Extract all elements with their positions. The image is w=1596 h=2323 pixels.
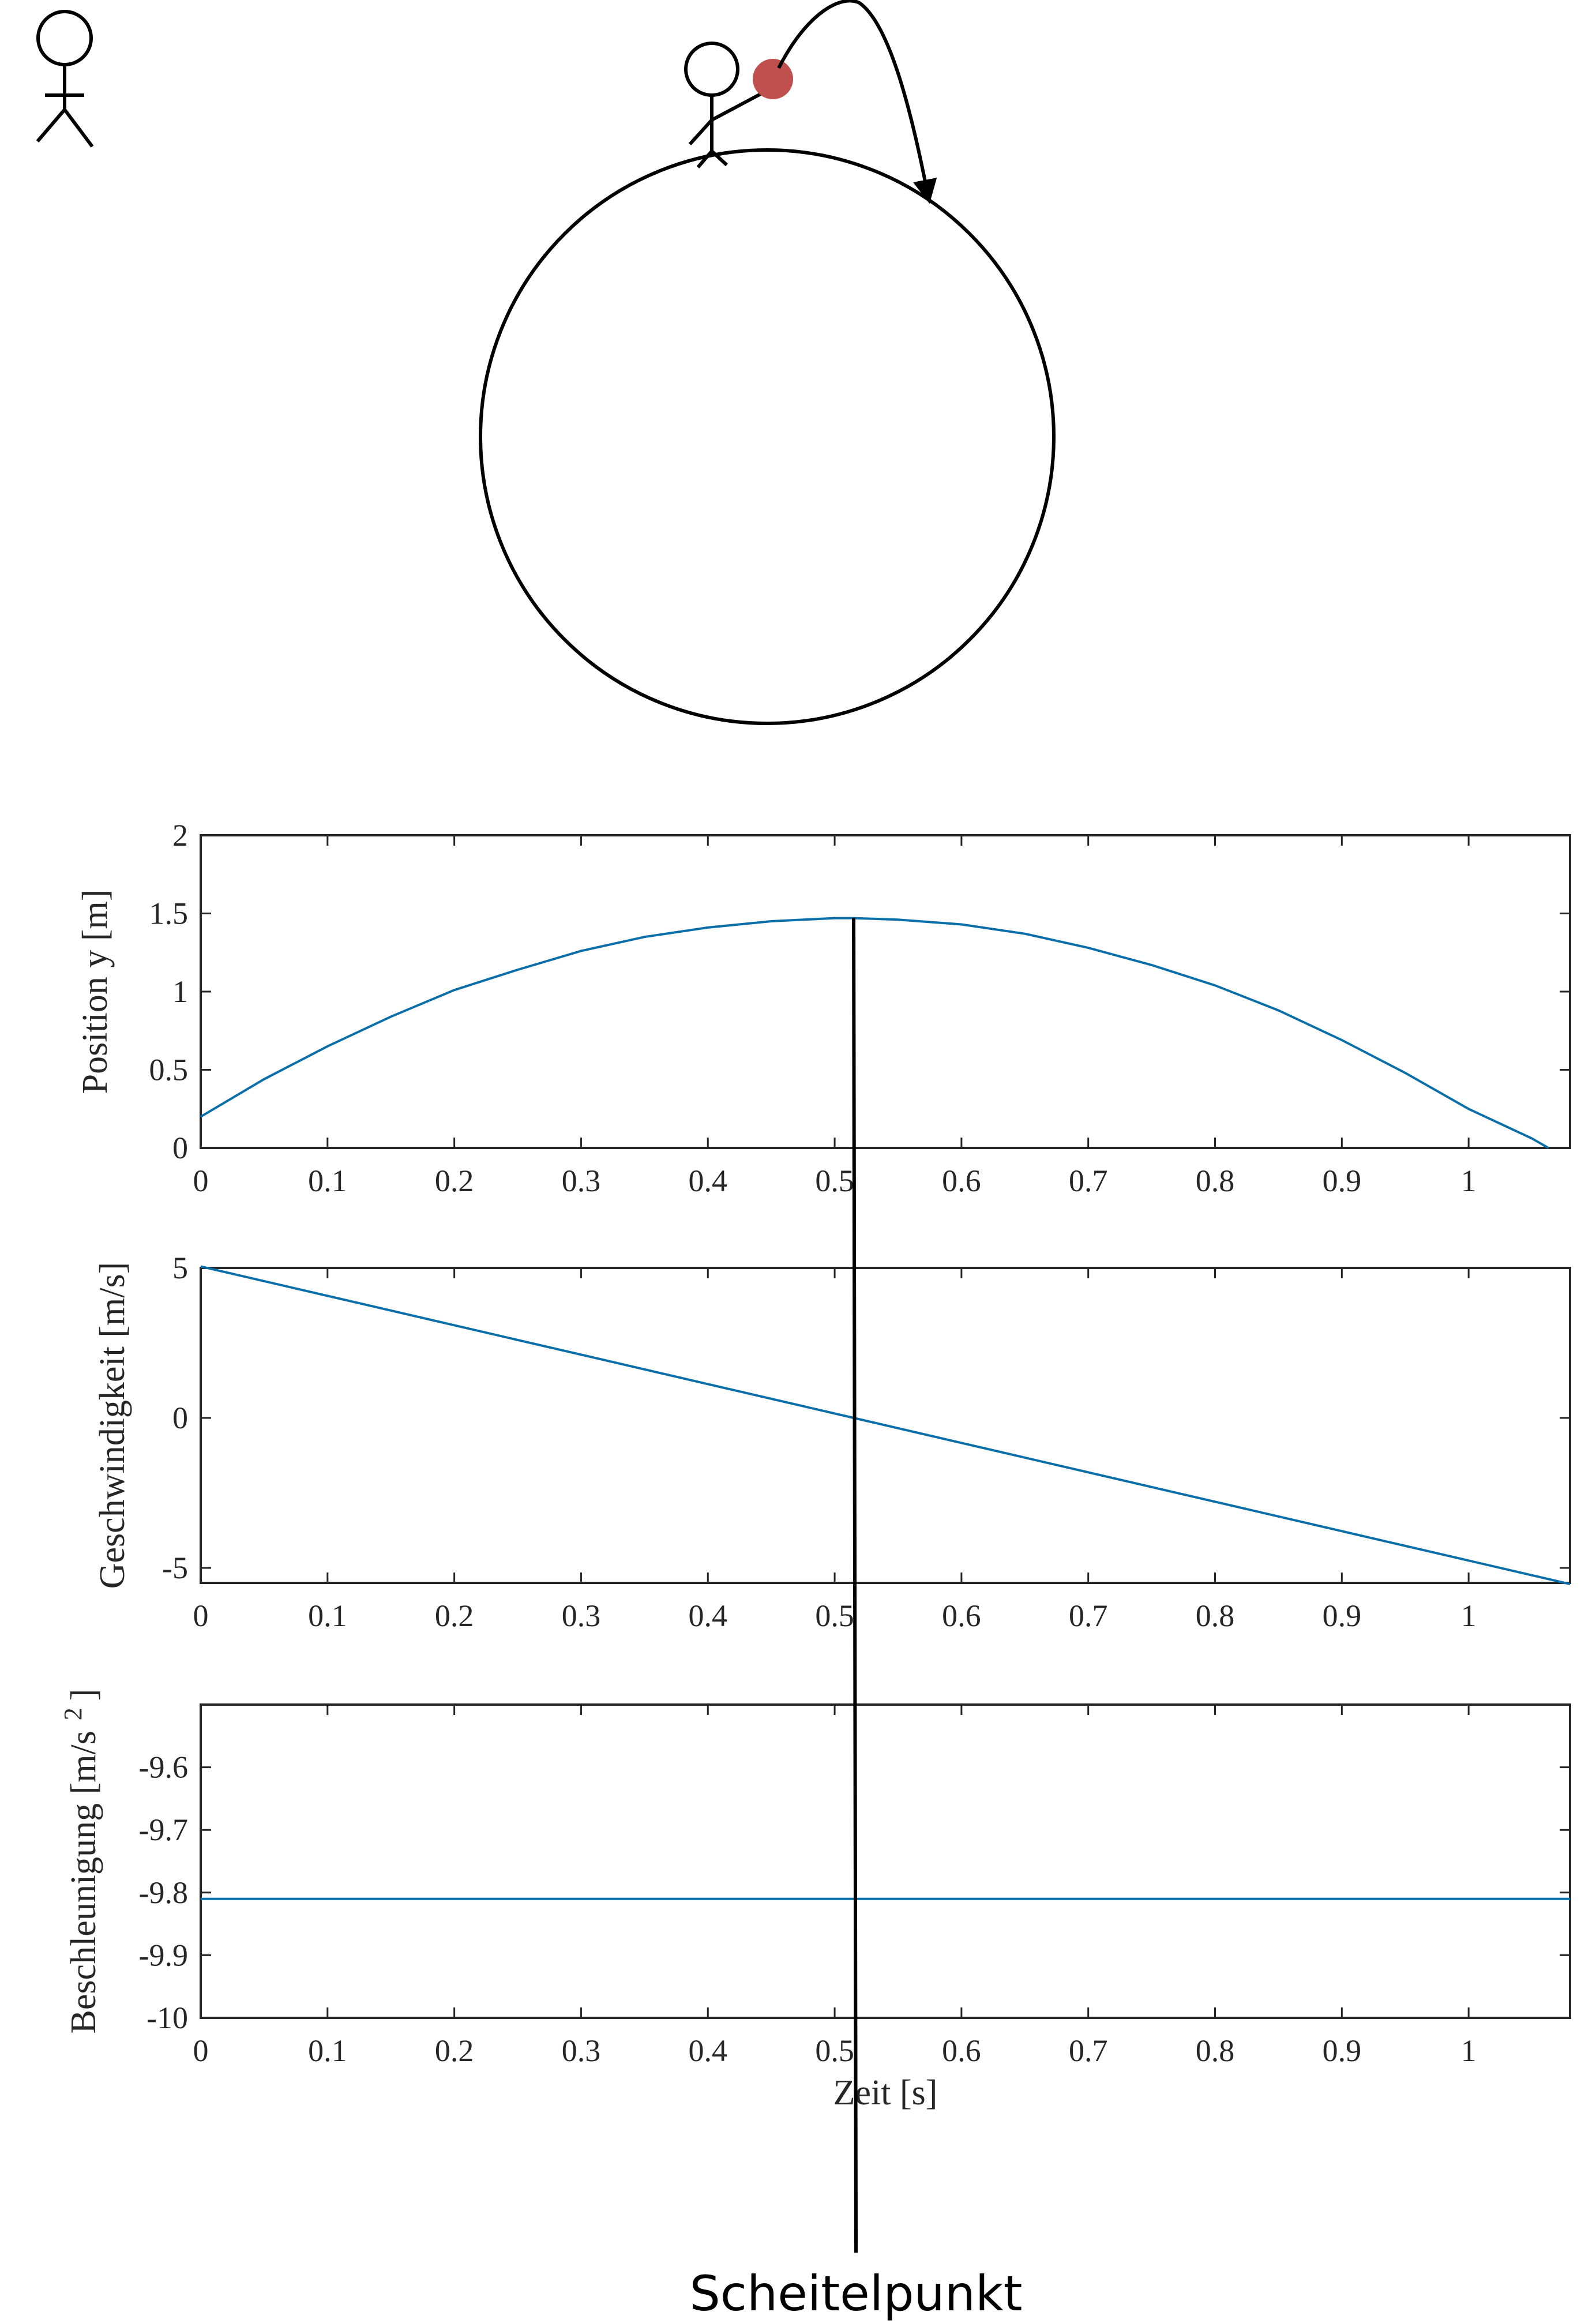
x-tick-label: 0 xyxy=(193,1598,209,1633)
plot-frame xyxy=(200,834,1571,1149)
x-tick-label: 0.9 xyxy=(1323,1164,1362,1198)
x-tick-label: 0.7 xyxy=(1069,2033,1108,2068)
y-tick-label: -9.9 xyxy=(139,1938,188,1972)
illustration xyxy=(36,0,1056,725)
subplot-3: 0 0.1 0.2 0.3 0.4 0.5 0.6 0.7 0.8 0.9 1 -10 -9.9 -9.8… xyxy=(59,1689,1571,2112)
y-tick-label: -9.8 xyxy=(139,1875,188,1910)
x-tick-label: 0.5 xyxy=(815,1598,854,1633)
y-tick-label: 1.5 xyxy=(149,896,189,931)
y-tick-label: 5 xyxy=(172,1251,188,1285)
x-tick-label: 0.5 xyxy=(815,2033,854,2068)
x-tick-label: 0.8 xyxy=(1196,2033,1235,2068)
y-tick-label: 1 xyxy=(172,974,188,1009)
x-tick-label: 0.2 xyxy=(435,1164,474,1198)
y-axis-label-superscript: 2 xyxy=(59,1707,87,1720)
x-tick-label: 0.1 xyxy=(308,1598,347,1633)
x-tick-label: 0.9 xyxy=(1323,1598,1362,1633)
series-line xyxy=(200,1265,1571,1586)
x-tick-label: 0.4 xyxy=(689,1598,728,1633)
x-axis-label: Zeit [s] xyxy=(833,2073,938,2112)
x-tick-label: 1 xyxy=(1461,1164,1477,1198)
y-tick-label: -5 xyxy=(162,1551,188,1585)
y-tick-label: 2 xyxy=(172,818,188,853)
subplot-2: 0 0.1 0.2 0.3 0.4 0.5 0.6 0.7 0.8 0.9 1-505Geschwi… xyxy=(93,1251,1571,1633)
x-tick-label: 0.7 xyxy=(1069,1598,1108,1633)
y-tick-label: -9.6 xyxy=(139,1750,188,1785)
x-tick-label: 0.8 xyxy=(1196,1598,1235,1633)
x-tick-label: 0 xyxy=(193,2033,209,2068)
x-tick-label: 0.4 xyxy=(689,1164,728,1198)
x-tick-label: 0 xyxy=(193,1164,209,1198)
x-tick-label: 0.2 xyxy=(435,2033,474,2068)
y-axis-label: Beschleunigung [m/s2] xyxy=(59,1689,103,2034)
y-tick-label: -10 xyxy=(147,2001,188,2035)
x-tick-label: 0.4 xyxy=(689,2033,728,2068)
x-tick-label: 0.6 xyxy=(942,1598,981,1633)
apex-label: Scheitelpunkt xyxy=(689,2265,1022,2322)
x-tick-label: 0.3 xyxy=(562,2033,601,2068)
subplot-1: 0 0.1 0.2 0.3 0.4 0.5 0.6 0.7 0.8 0.9 1 0 0.5 1 1.5 2 Po… xyxy=(76,818,1571,1198)
x-tick-label: 0.6 xyxy=(942,1164,981,1198)
x-tick-label: 0.1 xyxy=(308,2033,347,2068)
x-tick-label: 0.2 xyxy=(435,1598,474,1633)
x-tick-label: 0.1 xyxy=(308,1164,347,1198)
plot-frame xyxy=(200,1703,1571,2019)
x-tick-label: 0.6 xyxy=(942,2033,981,2068)
x-tick-label: 0.8 xyxy=(1196,1164,1235,1198)
thrower-stick-figure-icon xyxy=(684,42,767,168)
y-axis-label-suffix: ] xyxy=(64,1689,103,1701)
plot-frame xyxy=(200,1267,1571,1584)
x-tick-label: 1 xyxy=(1461,1598,1477,1633)
x-tick-label: 1 xyxy=(1461,2033,1477,2068)
x-tick-label: 0.9 xyxy=(1323,2033,1362,2068)
x-tick-label: 0.5 xyxy=(815,1164,854,1198)
x-tick-label: 0.7 xyxy=(1069,1164,1108,1198)
planet-circle xyxy=(479,148,1056,725)
y-tick-label: -9.7 xyxy=(139,1812,188,1847)
observer-stick-figure-icon xyxy=(36,10,94,148)
trajectory-arrow-icon xyxy=(777,0,937,204)
charts-group: 0 0.1 0.2 0.3 0.4 0.5 0.6 0.7 0.8 0.9 1 0 0.5 1 1.5 2 Po… xyxy=(59,818,1571,2112)
ball-icon xyxy=(753,59,793,99)
y-tick-label: 0 xyxy=(172,1401,188,1435)
apex-marker-line xyxy=(852,918,858,2253)
y-axis-label: Position y [m] xyxy=(76,890,115,1094)
x-tick-label: 0.3 xyxy=(562,1164,601,1198)
y-axis-label: Geschwindigkeit [m/s] xyxy=(93,1262,132,1589)
y-tick-label: 0 xyxy=(172,1131,188,1165)
x-tick-label: 0.3 xyxy=(562,1598,601,1633)
y-tick-label: 0.5 xyxy=(149,1053,189,1087)
series-line xyxy=(200,917,1549,1149)
